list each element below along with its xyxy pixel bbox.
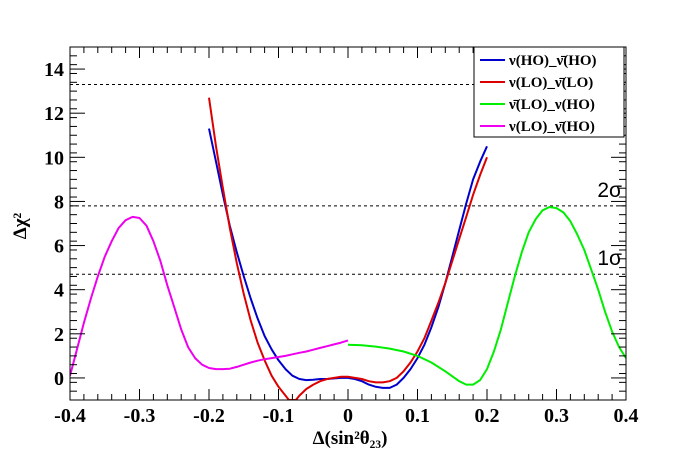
sigma-labels: 2σ 1σ — [597, 179, 622, 270]
series-line-3 — [70, 215, 349, 376]
x-tick-label: 0.2 — [475, 405, 500, 427]
legend-box — [473, 46, 625, 138]
sigma-label-1: 2σ — [597, 179, 622, 202]
y-tick-label: 8 — [54, 191, 64, 213]
x-axis-title: Δ(sin²θ₂₃) — [313, 428, 388, 449]
x-tick-label: -0.2 — [193, 405, 225, 427]
sigma-label-2: 1σ — [597, 247, 622, 270]
y-tick-label: 6 — [54, 236, 64, 258]
x-axis-tick-labels: -0.4 -0.3 -0.2 -0.1 0 0.1 0.2 0.3 0.4 — [54, 405, 638, 427]
y-axis-ticks — [70, 46, 626, 401]
x-tick-label: -0.4 — [54, 405, 86, 427]
y-tick-label: 2 — [54, 324, 64, 346]
y-tick-label: 4 — [54, 280, 64, 302]
y-tick-label: 0 — [54, 368, 64, 390]
x-tick-label: 0 — [343, 405, 353, 427]
legend-label-0: ν(HO)_ν̄(HO) — [508, 53, 597, 69]
series-line-1 — [208, 97, 488, 400]
y-tick-label: 10 — [44, 147, 64, 169]
x-tick-label: -0.1 — [263, 405, 295, 427]
y-axis-title: Δχ² — [10, 213, 31, 240]
legend-label-2: ν̄(LO)_ν(HO) — [508, 97, 595, 113]
legend: ν(HO)_ν̄(HO) ν(LO)_ν̄(LO) ν̄(LO)_ν(HO) ν(LO… — [473, 46, 625, 138]
x-tick-label: 0.1 — [405, 405, 430, 427]
x-tick-label: 0.3 — [544, 405, 569, 427]
series-lines — [70, 97, 626, 400]
x-tick-label: 0.4 — [614, 405, 639, 427]
y-axis-tick-labels: 0 2 4 6 8 10 12 14 — [44, 59, 64, 390]
legend-label-1: ν(LO)_ν̄(LO) — [508, 75, 593, 91]
y-tick-label: 12 — [44, 103, 64, 125]
legend-label-3: ν(LO)_ν̄(HO) — [508, 119, 595, 135]
series-line-2 — [347, 206, 626, 386]
x-tick-label: -0.3 — [124, 405, 156, 427]
y-tick-label: 14 — [44, 59, 64, 81]
